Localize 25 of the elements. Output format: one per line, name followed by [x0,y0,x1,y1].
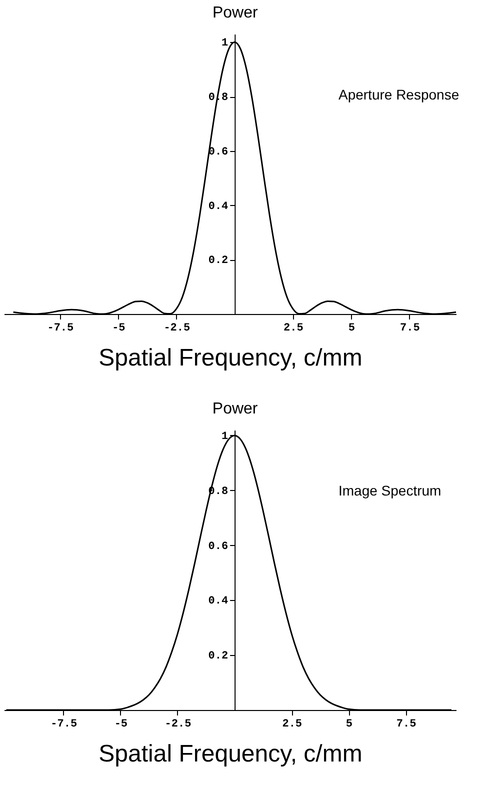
x-tick-label: 7.5 [396,718,417,730]
y-tick-label: 0.4 [208,596,228,608]
y-tick-label: 1 [221,430,228,443]
y-tick-label: 1 [222,38,229,50]
x-tick-label: 5 [346,718,353,730]
y-axis-title: Power [212,400,258,418]
x-tick-label: 7.5 [400,322,420,334]
x-axis-title: Spatial Frequency, c/mm [98,740,362,768]
y-tick-label: 0.2 [208,650,228,663]
x-tick-label: -5 [112,322,126,334]
annotation: Aperture Response [338,86,460,103]
y-tick-label: 0.6 [208,540,228,553]
x-tick-label: -2.5 [164,322,191,334]
y-axis-title: Power [212,4,259,22]
x-tick-label: -5 [114,718,128,730]
annotation: Image Spectrum [338,482,442,499]
y-tick-label: 0.4 [208,200,229,213]
x-tick-label: 2.5 [284,322,304,334]
x-tick-label: -7.5 [50,718,78,730]
y-tick-label: 0.2 [208,255,228,268]
x-tick-label: -7.5 [47,322,74,334]
x-tick-label: 2.5 [282,718,302,730]
x-axis-title: Spatial Frequency, c/mm [98,344,362,372]
x-tick-label: -2.5 [164,718,192,730]
x-tick-label: 5 [348,322,356,334]
